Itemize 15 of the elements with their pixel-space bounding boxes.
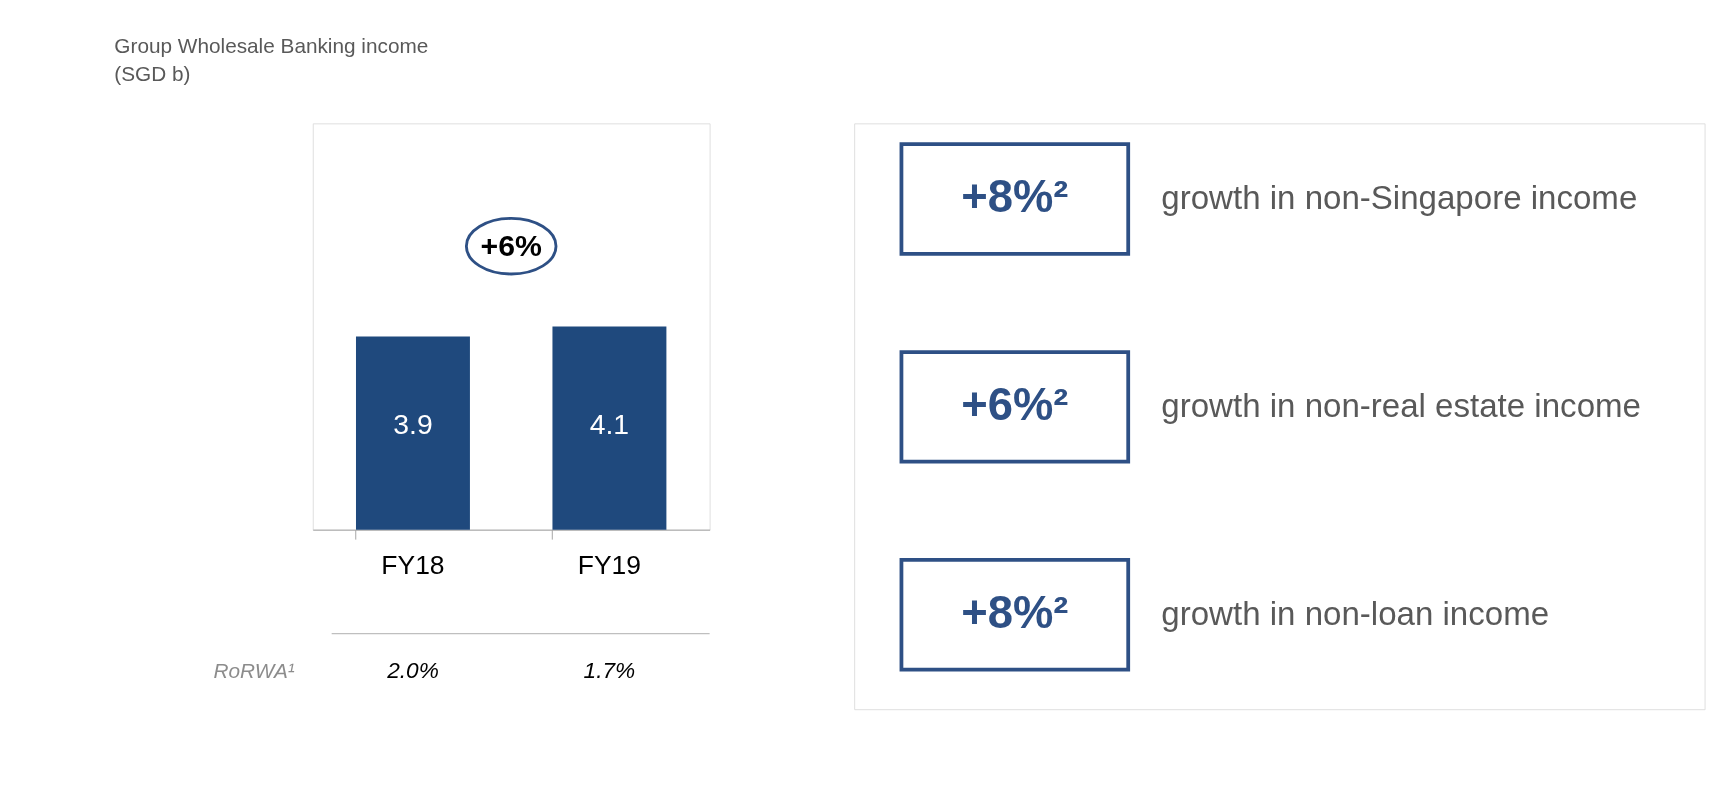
text: growth in non-real estate income (1161, 387, 1641, 425)
text: +8%² (961, 171, 1069, 223)
data-label: 4.1 (589, 408, 630, 441)
x-tick-label: FY18 (381, 549, 445, 580)
text: +6% (480, 228, 542, 262)
text: growth in non-Singapore income (1161, 179, 1638, 217)
text: 1.7% (583, 657, 636, 684)
text: 2.0% (386, 657, 439, 684)
text: +6%² (961, 379, 1069, 431)
x-tick-label: FY19 (577, 549, 642, 580)
data-label: 3.9 (393, 408, 433, 441)
text: RoRWA¹ (213, 659, 295, 683)
text: growth in non-loan income (1161, 595, 1550, 633)
chart-title: Group Wholesale Banking income (SGD b) (114, 33, 429, 85)
text: +8%² (961, 586, 1069, 638)
